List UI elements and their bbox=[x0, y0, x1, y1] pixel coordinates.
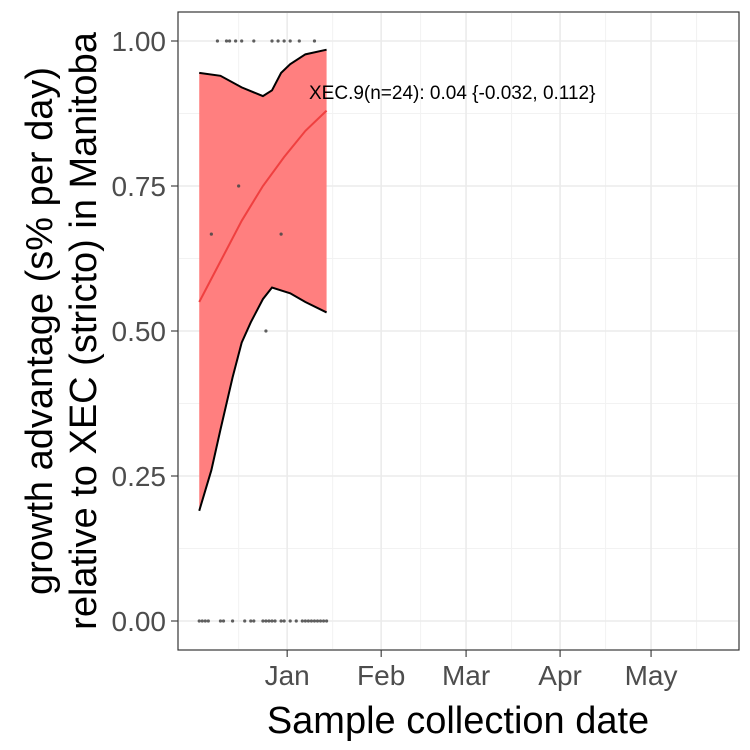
data-point bbox=[315, 619, 320, 623]
data-point bbox=[270, 39, 274, 43]
data-point bbox=[206, 619, 210, 623]
data-point bbox=[240, 39, 244, 43]
ci-ribbon-layer bbox=[198, 48, 328, 512]
y-axis-title-line1: growth advantage (s% per day) bbox=[19, 67, 61, 595]
y-tick-label: 0.75 bbox=[112, 171, 167, 202]
lower-bound-line bbox=[198, 286, 328, 512]
major-grid bbox=[178, 12, 739, 650]
y-tick-label: 0.00 bbox=[112, 606, 167, 637]
x-tick-labels: Jan Feb Mar Apr May bbox=[265, 660, 678, 691]
y-tick-label: 0.25 bbox=[112, 461, 167, 492]
data-point bbox=[294, 619, 298, 623]
data-point bbox=[237, 184, 241, 188]
data-point bbox=[309, 619, 314, 623]
data-point bbox=[273, 619, 277, 623]
data-point bbox=[252, 39, 256, 43]
data-point bbox=[264, 619, 268, 623]
data-point bbox=[303, 619, 307, 623]
data-point bbox=[215, 39, 220, 43]
data-point bbox=[209, 232, 213, 236]
data-point bbox=[224, 39, 229, 43]
data-point bbox=[300, 619, 304, 623]
data-point bbox=[324, 619, 329, 623]
axis-ticks bbox=[171, 40, 652, 657]
x-axis-title: Sample collection date bbox=[267, 700, 649, 742]
data-point bbox=[218, 619, 223, 623]
data-point bbox=[200, 619, 204, 623]
data-point bbox=[312, 39, 317, 43]
data-point bbox=[318, 619, 323, 623]
data-point bbox=[230, 619, 235, 623]
data-point bbox=[306, 619, 310, 623]
x-tick-label: May bbox=[625, 660, 678, 691]
data-point bbox=[197, 619, 201, 623]
data-point bbox=[276, 39, 280, 43]
x-tick-label: Feb bbox=[357, 660, 405, 691]
confidence-ribbon bbox=[199, 49, 327, 511]
data-point bbox=[312, 619, 317, 623]
data-point bbox=[203, 619, 207, 623]
y-tick-labels: 0.00 0.25 0.50 0.75 1.00 bbox=[112, 26, 167, 637]
x-tick-label: Mar bbox=[442, 660, 490, 691]
y-axis-title-line2: relative to XEC (stricto) in Manitoba bbox=[63, 31, 105, 630]
data-point bbox=[270, 619, 274, 623]
y-tick-label: 0.50 bbox=[112, 316, 167, 347]
data-point bbox=[288, 619, 292, 623]
data-point bbox=[321, 619, 326, 623]
data-point bbox=[221, 619, 226, 623]
x-tick-label: Jan bbox=[265, 660, 310, 691]
data-point bbox=[282, 619, 286, 623]
data-point bbox=[264, 329, 268, 333]
data-point bbox=[249, 619, 253, 623]
fit-line bbox=[198, 109, 328, 303]
data-point bbox=[297, 39, 301, 43]
data-point bbox=[261, 619, 265, 623]
y-tick-label: 1.00 bbox=[112, 26, 167, 57]
chart-annotation: XEC.9(n=24): 0.04 {-0.032, 0.112} bbox=[309, 83, 595, 104]
data-point bbox=[288, 39, 292, 43]
data-point bbox=[282, 39, 286, 43]
data-point bbox=[243, 619, 247, 623]
data-point bbox=[227, 39, 232, 43]
data-point bbox=[234, 39, 238, 43]
upper-bound-line bbox=[199, 48, 327, 98]
x-tick-label: Apr bbox=[538, 660, 582, 691]
points-layer bbox=[197, 39, 329, 623]
data-point bbox=[252, 619, 256, 623]
data-point bbox=[267, 619, 271, 623]
data-point bbox=[279, 619, 283, 623]
data-point bbox=[279, 232, 283, 236]
